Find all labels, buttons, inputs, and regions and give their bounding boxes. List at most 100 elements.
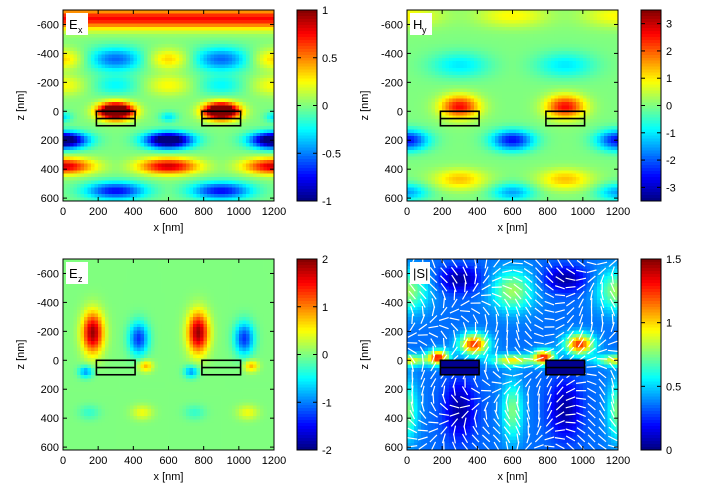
heatmap-cell (449, 98, 454, 103)
heatmap-cell (470, 61, 475, 66)
heatmap-cell (231, 119, 236, 124)
heatmap-cell (417, 146, 422, 151)
heatmap-cell (193, 23, 198, 28)
heatmap-cell (449, 122, 454, 127)
heatmap-cell (126, 27, 131, 32)
heatmap-cell (108, 132, 113, 137)
heatmap-cell (80, 177, 85, 182)
heatmap-cell (87, 78, 92, 83)
heatmap-cell (150, 108, 156, 113)
heatmap-cell (407, 54, 412, 59)
heatmap-cell (175, 183, 180, 188)
heatmap-cell (456, 30, 461, 35)
heatmap-cell (491, 98, 496, 103)
heatmap-cell (410, 64, 415, 69)
heatmap-cell (249, 170, 254, 175)
heatmap-cell (459, 105, 464, 110)
heatmap-cell (193, 44, 198, 49)
heatmap-cell (456, 20, 461, 25)
heatmap-cell (157, 173, 163, 178)
heatmap-cell (193, 33, 198, 38)
heatmap-cell (263, 108, 268, 113)
heatmap-cell (466, 50, 471, 55)
heatmap-cell (164, 91, 170, 96)
heatmap-cell (238, 156, 243, 161)
heatmap-cell (115, 74, 120, 79)
heatmap-cell (115, 122, 120, 127)
heatmap-cell (200, 27, 205, 32)
heatmap-cell (133, 44, 138, 49)
heatmap-cell (266, 139, 272, 144)
heatmap-cell (417, 50, 422, 55)
heatmap-cell (494, 143, 500, 148)
heatmap-cell (252, 183, 258, 188)
heatmap-cell (129, 23, 134, 28)
heatmap-cell (91, 13, 96, 18)
heatmap-cell (203, 40, 208, 45)
colorbar-swatch (297, 180, 317, 184)
heatmap-cell (252, 197, 258, 202)
heatmap-cell (186, 190, 191, 195)
heatmap-cell (70, 50, 75, 55)
heatmap-cell (466, 81, 471, 86)
heatmap-cell (129, 44, 134, 49)
heatmap-cell (73, 78, 78, 83)
heatmap-cell (161, 78, 166, 83)
heatmap-cell (487, 88, 492, 93)
heatmap-cell (263, 71, 268, 76)
heatmap-cell (431, 57, 436, 62)
heatmap-cell (168, 197, 173, 202)
heatmap-cell (186, 160, 191, 165)
heatmap-cell (259, 44, 265, 49)
heatmap-cell (238, 177, 243, 182)
heatmap-cell (407, 194, 412, 199)
heatmap-cell (98, 125, 103, 130)
heatmap-cell (431, 146, 436, 151)
heatmap-cell (186, 119, 191, 124)
heatmap-cell (168, 149, 173, 154)
heatmap-cell (456, 61, 461, 66)
heatmap-cell (431, 112, 436, 117)
heatmap-cell (421, 197, 426, 202)
heatmap-cell (70, 44, 75, 49)
heatmap-cell (263, 105, 268, 110)
heatmap-cell (242, 91, 247, 96)
heatmap-cell (101, 129, 106, 134)
heatmap-cell (414, 143, 419, 148)
heatmap-cell (449, 64, 454, 69)
heatmap-cell (442, 125, 447, 130)
heatmap-cell (182, 67, 187, 72)
heatmap-cell (161, 190, 166, 195)
heatmap-cell (249, 146, 254, 151)
heatmap-cell (256, 33, 261, 38)
heatmap-cell (424, 149, 429, 154)
heatmap-cell (207, 85, 212, 90)
heatmap-cell (157, 95, 163, 100)
heatmap-cell (217, 143, 222, 148)
heatmap-cell (214, 47, 219, 52)
heatmap-cell (487, 166, 492, 171)
heatmap-cell (249, 50, 254, 55)
heatmap-cell (473, 40, 478, 45)
heatmap-cell (133, 37, 138, 42)
heatmap-cell (242, 160, 247, 165)
heatmap-cell (456, 27, 461, 32)
heatmap-cell (210, 54, 215, 59)
heatmap-cell (207, 180, 212, 185)
colorbar-swatch (297, 177, 317, 181)
heatmap-cell (129, 61, 134, 66)
heatmap-cell (421, 33, 426, 38)
heatmap-cell (94, 91, 99, 96)
heatmap-cell (256, 146, 261, 151)
heatmap-cell (94, 143, 99, 148)
heatmap-cell (459, 74, 464, 79)
heatmap-cell (182, 153, 187, 158)
heatmap-cell (98, 129, 103, 134)
heatmap-cell (410, 122, 415, 127)
heatmap-cell (466, 125, 471, 130)
heatmap-cell (259, 50, 265, 55)
heatmap-cell (101, 44, 106, 49)
heatmap-cell (186, 50, 191, 55)
heatmap-cell (136, 57, 141, 62)
heatmap-cell (484, 112, 489, 117)
